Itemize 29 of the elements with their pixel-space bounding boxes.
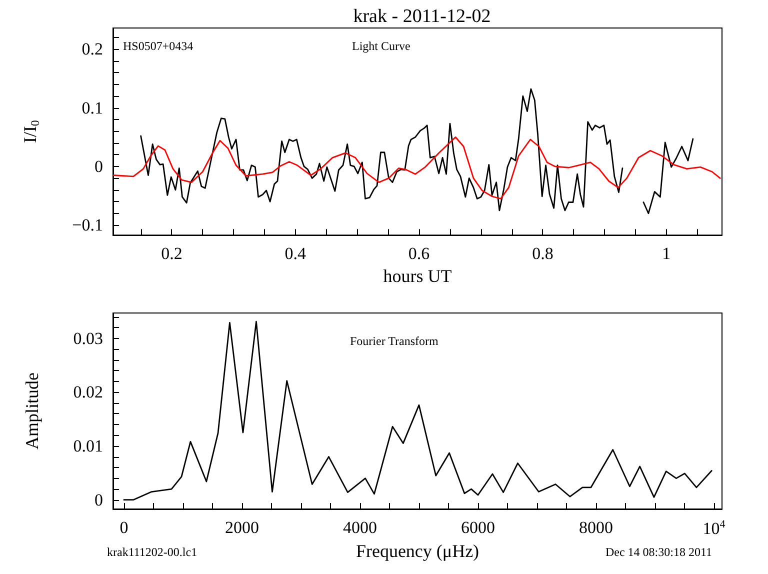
- y-tick-label: 0.2: [82, 40, 103, 59]
- annotation: Fourier Transform: [350, 334, 439, 348]
- y-tick-label: 0.01: [73, 436, 103, 456]
- chart-title: krak - 2011-12-02: [353, 6, 491, 27]
- x-tick-label: 8000: [578, 518, 613, 537]
- x-tick-label: 6000: [460, 518, 495, 537]
- annotation: Light Curve: [352, 39, 410, 53]
- x-tick-label: 0: [120, 518, 128, 537]
- y-tick-label: 0.03: [73, 328, 103, 348]
- x-tick-label: 0.6: [408, 244, 430, 264]
- text: krak111202-00.lc1: [107, 545, 198, 559]
- annotation: HS0507+0434: [123, 39, 194, 53]
- y-tick-label: 0: [94, 156, 103, 176]
- x-tick-label: 0.2: [161, 244, 182, 264]
- x-tick-label: 0.8: [532, 244, 554, 264]
- x-tick-label: 4000: [342, 518, 377, 537]
- y-axis-title: Amplitude: [22, 372, 42, 450]
- y-tick-label: −0.1: [72, 216, 103, 235]
- x-axis-title: Frequency (μHz): [356, 540, 480, 561]
- y-axis-title: I/I0: [20, 120, 42, 144]
- text: Dec 14 08:30:18 2011: [605, 545, 712, 559]
- x-tick-label: 2000: [224, 518, 259, 537]
- y-tick-label: 0.1: [82, 98, 103, 118]
- line-series: [112, 136, 721, 200]
- y-tick-label: 0: [94, 490, 103, 510]
- x-tick-label: 1: [662, 244, 671, 264]
- x-tick-label: 0.4: [284, 244, 307, 264]
- y-tick-label: 0.02: [73, 382, 103, 402]
- x-axis-title: hours UT: [383, 266, 452, 286]
